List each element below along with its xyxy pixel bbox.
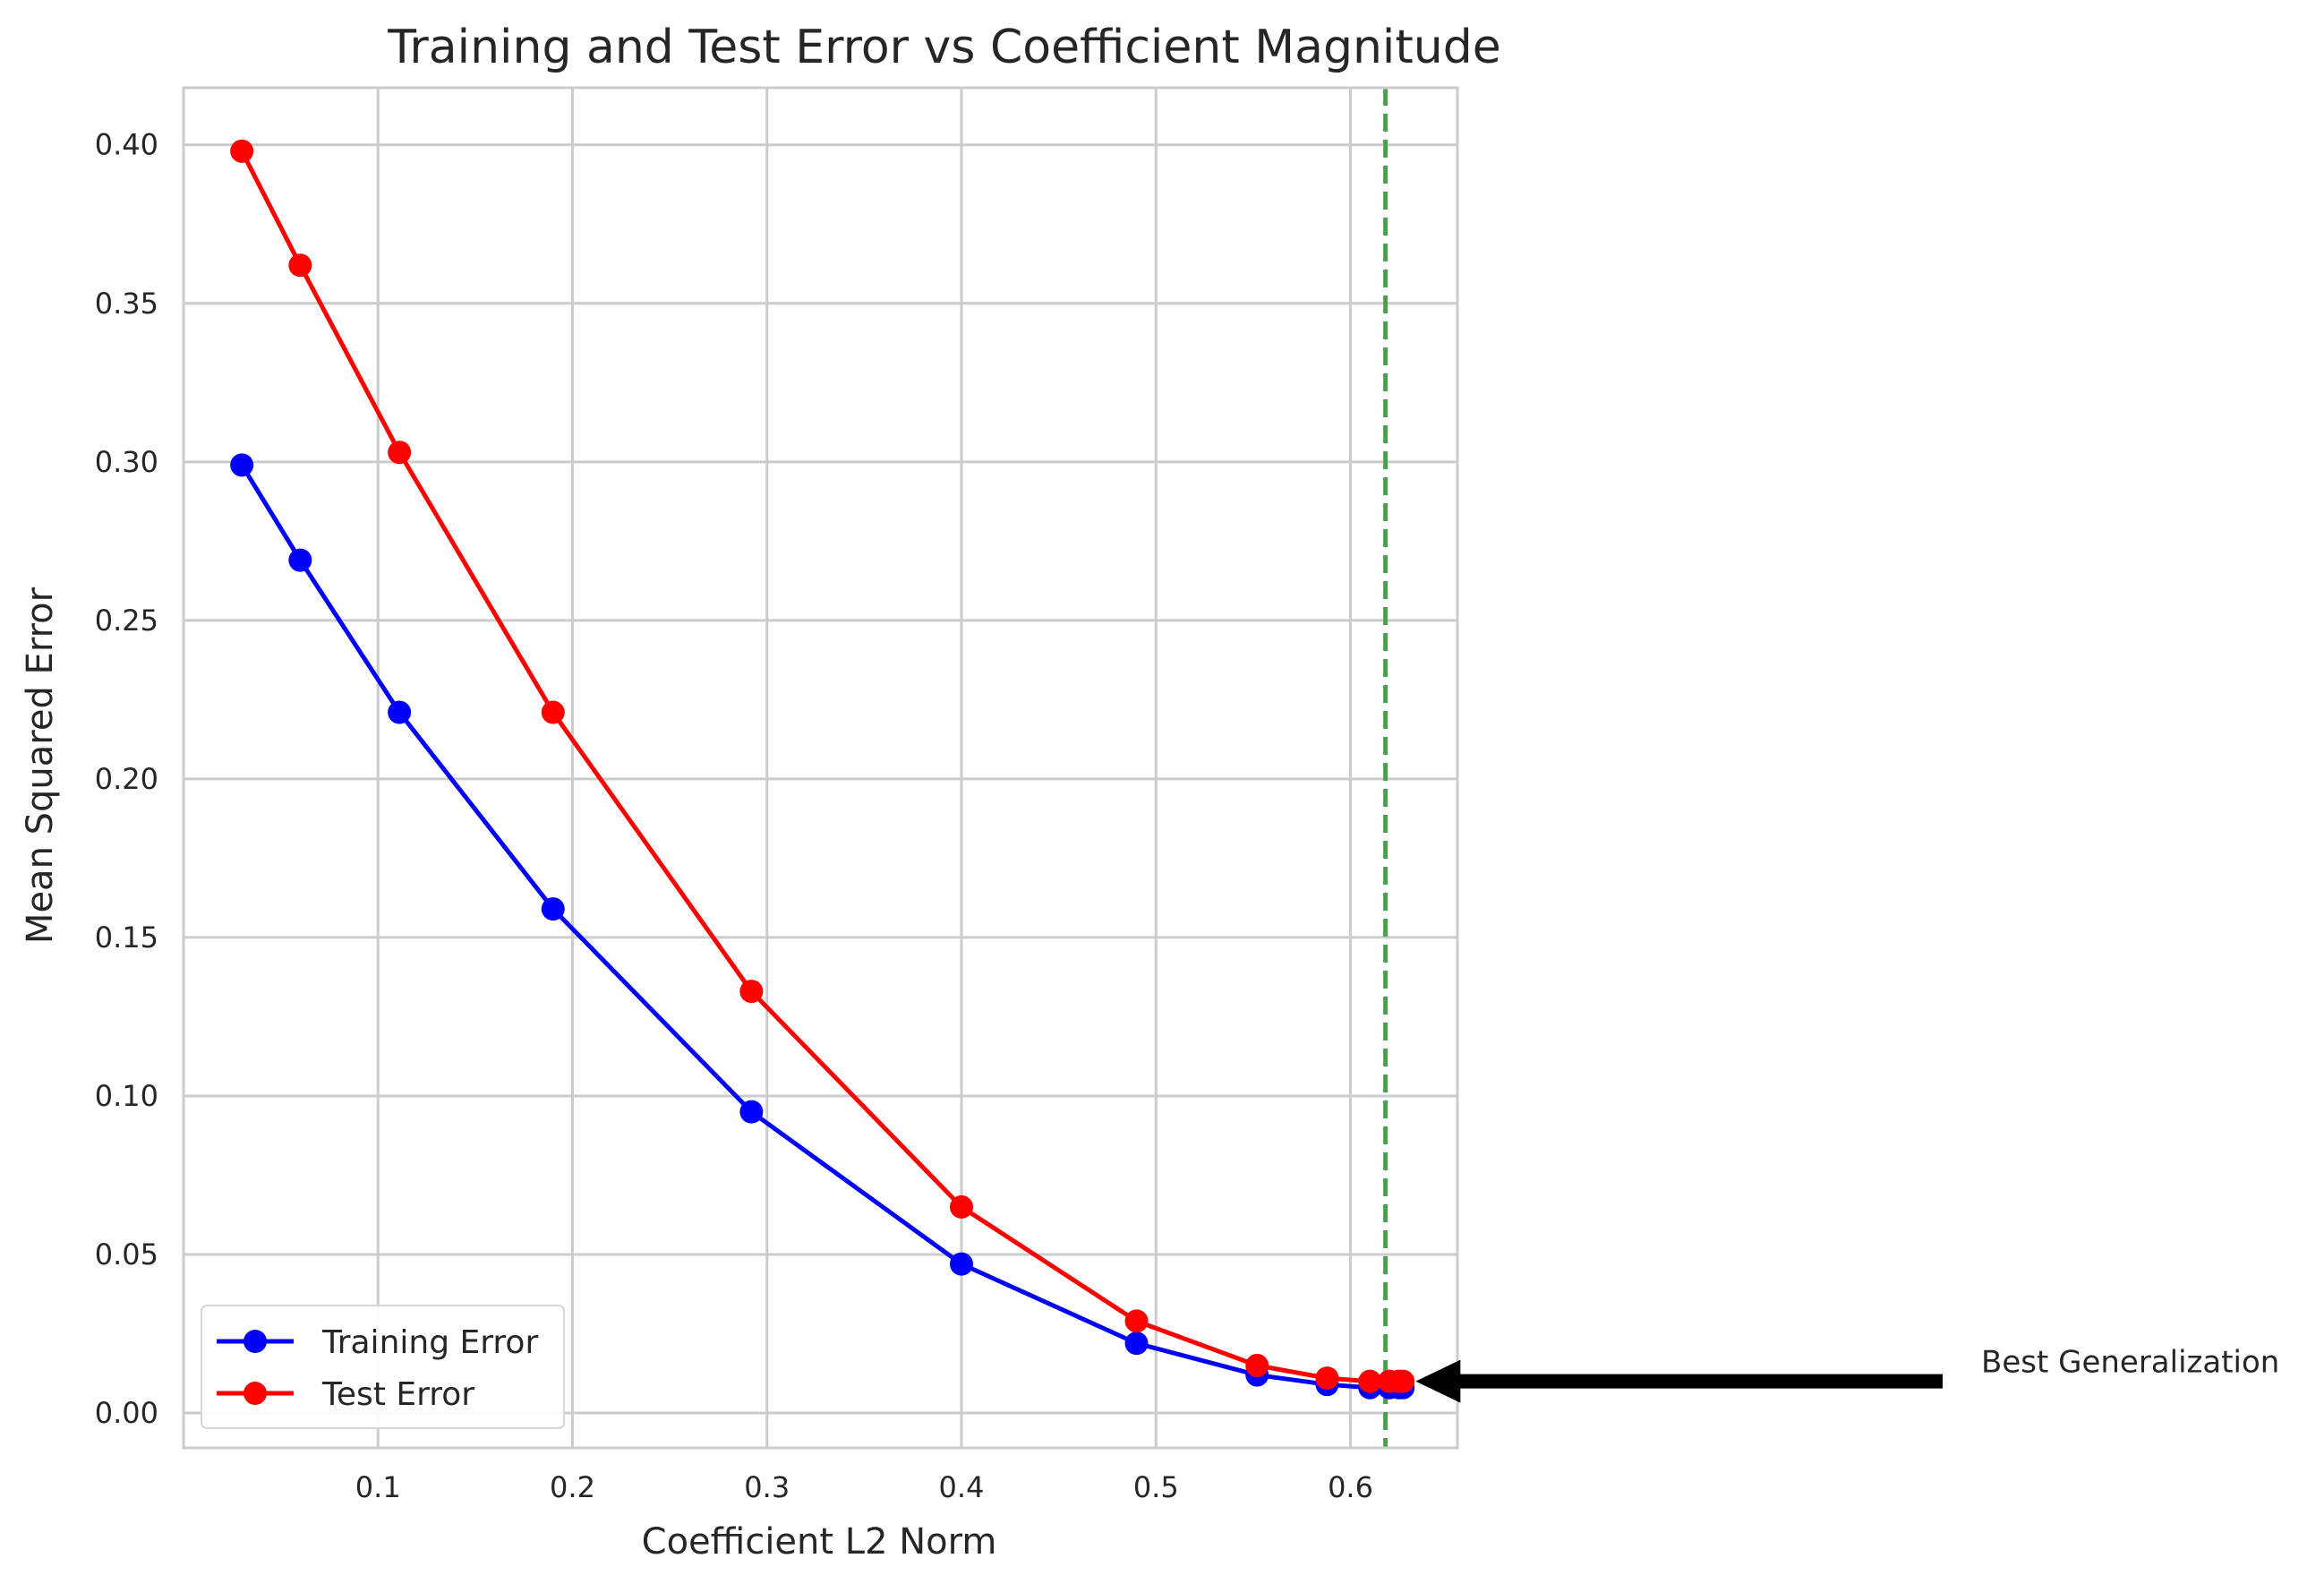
data-point [1315,1366,1339,1391]
data-point [950,1194,974,1219]
data-point [739,980,764,1004]
y-tick-label: 0.40 [95,128,158,162]
y-tick-label: 0.05 [95,1237,158,1271]
data-point [541,897,565,921]
data-point [230,139,254,163]
legend: Training Error Test Error [201,1305,565,1429]
data-point [230,453,254,477]
y-axis-ticks: 0.00 0.05 0.10 0.15 0.20 0.25 0.30 0.35 0.40 [95,128,158,1430]
x-axis-ticks: 0.1 0.2 0.3 0.4 0.5 0.6 [355,1470,1373,1504]
y-tick-label: 0.25 [95,604,158,638]
data-point [288,253,312,278]
data-point [288,548,312,572]
y-tick-label: 0.30 [95,445,158,479]
data-point [541,700,565,724]
y-axis-label: Mean Squared Error [20,587,61,944]
data-point [1124,1309,1149,1333]
x-tick-label: 0.5 [1133,1470,1179,1504]
data-point [950,1252,974,1276]
series-group [230,139,1415,1400]
x-axis-label: Coefficient L2 Norm [642,1521,997,1563]
legend-label: Training Error [321,1324,538,1361]
data-point [1391,1369,1415,1393]
y-tick-label: 0.00 [95,1396,158,1430]
x-tick-label: 0.2 [550,1470,595,1504]
grid [184,88,1457,1448]
annotation: Best Generalization [1415,1345,2279,1403]
legend-item: Test Error [217,1376,474,1413]
series-1 [230,139,1415,1393]
x-tick-label: 0.3 [744,1470,790,1504]
data-point [388,441,412,465]
y-tick-label: 0.15 [95,920,158,955]
x-tick-label: 0.1 [355,1470,401,1504]
data-point [739,1100,764,1124]
legend-label: Test Error [321,1376,474,1413]
annotation-arrow-head [1415,1359,1461,1403]
y-tick-label: 0.20 [95,762,158,796]
data-point [1358,1369,1382,1393]
legend-marker [244,1330,267,1353]
legend-item: Training Error [217,1324,538,1361]
data-point [388,700,412,724]
legend-box [201,1305,565,1429]
annotation-label: Best Generalization [1981,1345,2279,1381]
plot-frame [182,86,1459,1450]
legend-marker [244,1382,267,1405]
y-tick-label: 0.10 [95,1079,158,1113]
data-point [1245,1353,1269,1377]
x-tick-label: 0.6 [1328,1470,1373,1504]
data-point [1124,1331,1149,1356]
x-tick-label: 0.4 [939,1470,985,1504]
y-tick-label: 0.35 [95,287,158,321]
chart-title: Training and Test Error vs Coefficient M… [387,21,1500,74]
